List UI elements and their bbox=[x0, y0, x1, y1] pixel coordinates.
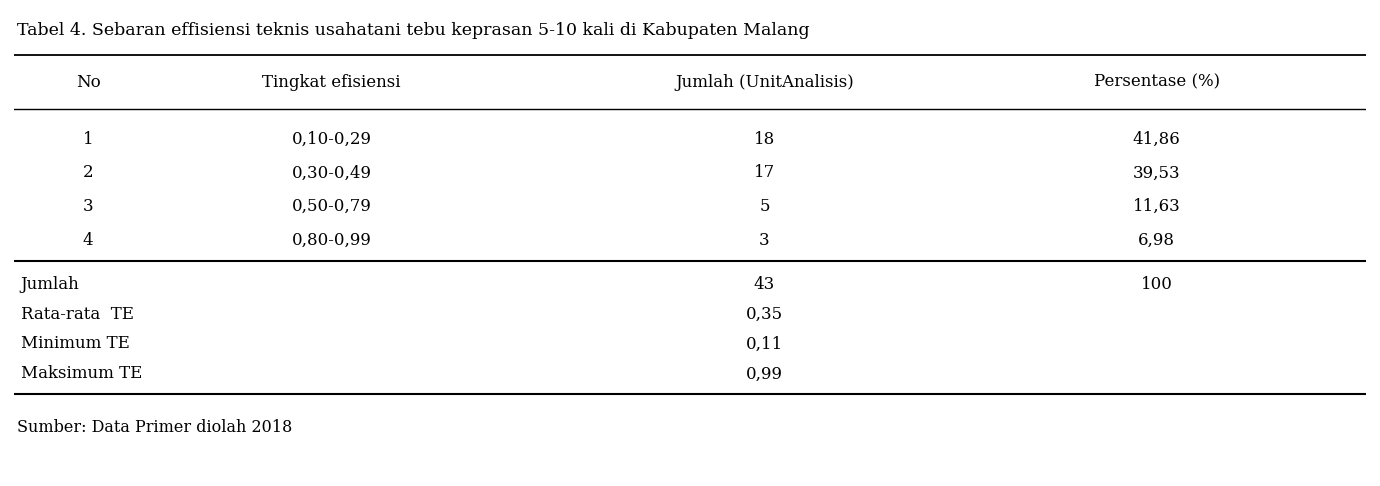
Text: Tingkat efisiensi: Tingkat efisiensi bbox=[262, 73, 400, 90]
Text: 43: 43 bbox=[753, 276, 776, 293]
Text: 3: 3 bbox=[759, 232, 770, 249]
Text: 11,63: 11,63 bbox=[1133, 198, 1180, 215]
Text: 0,50-0,79: 0,50-0,79 bbox=[291, 198, 371, 215]
Text: Minimum TE: Minimum TE bbox=[21, 335, 130, 352]
Text: Persentase (%): Persentase (%) bbox=[1093, 73, 1220, 90]
Text: 0,99: 0,99 bbox=[745, 365, 782, 382]
Text: 1: 1 bbox=[83, 131, 94, 148]
Text: 0,11: 0,11 bbox=[745, 335, 782, 352]
Text: Rata-rata  TE: Rata-rata TE bbox=[21, 306, 134, 323]
Text: 17: 17 bbox=[753, 164, 776, 181]
Text: 41,86: 41,86 bbox=[1133, 131, 1180, 148]
Text: 100: 100 bbox=[1141, 276, 1173, 293]
Text: 39,53: 39,53 bbox=[1133, 164, 1180, 181]
Text: No: No bbox=[76, 73, 101, 90]
Text: Tabel 4. Sebaran effisiensi teknis usahatani tebu keprasan 5-10 kali di Kabupate: Tabel 4. Sebaran effisiensi teknis usaha… bbox=[17, 21, 809, 38]
Text: 0,35: 0,35 bbox=[745, 306, 782, 323]
Text: Sumber: Data Primer diolah 2018: Sumber: Data Primer diolah 2018 bbox=[17, 419, 291, 436]
Text: Jumlah: Jumlah bbox=[21, 276, 79, 293]
Text: 3: 3 bbox=[83, 198, 94, 215]
Text: Jumlah (UnitAnalisis): Jumlah (UnitAnalisis) bbox=[675, 73, 854, 90]
Text: 0,30-0,49: 0,30-0,49 bbox=[291, 164, 371, 181]
Text: 5: 5 bbox=[759, 198, 770, 215]
Text: 0,80-0,99: 0,80-0,99 bbox=[291, 232, 371, 249]
Text: 6,98: 6,98 bbox=[1138, 232, 1176, 249]
Text: 4: 4 bbox=[83, 232, 94, 249]
Text: 18: 18 bbox=[753, 131, 776, 148]
Text: 0,10-0,29: 0,10-0,29 bbox=[291, 131, 371, 148]
Text: 2: 2 bbox=[83, 164, 94, 181]
Text: Maksimum TE: Maksimum TE bbox=[21, 365, 142, 382]
